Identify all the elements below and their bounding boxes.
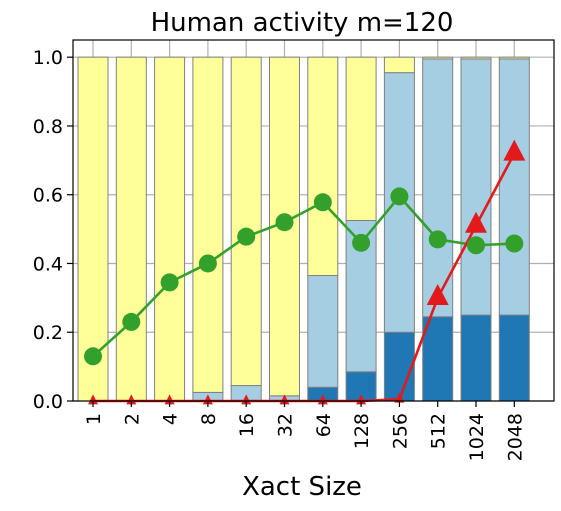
x-tick-label: 512 bbox=[428, 413, 450, 449]
point-triangle-1024 bbox=[465, 211, 487, 233]
x-tick-label: 64 bbox=[313, 413, 335, 437]
x-tick-label: 1 bbox=[83, 413, 105, 425]
y-tick-label: 1.0 bbox=[33, 47, 63, 69]
x-tick-label: 4 bbox=[160, 413, 182, 425]
point-triangle-2048 bbox=[503, 139, 526, 161]
point-circle-64 bbox=[313, 193, 332, 212]
bar-segment-1024-0 bbox=[460, 314, 492, 402]
x-tick-label: 256 bbox=[389, 413, 411, 449]
y-tick-label: 0.2 bbox=[33, 322, 63, 344]
bars bbox=[77, 56, 530, 402]
y-tick-label: 0.4 bbox=[33, 253, 63, 275]
lines bbox=[84, 139, 526, 405]
point-triangle-8 bbox=[202, 394, 213, 405]
plot-frame bbox=[72, 39, 555, 402]
x-axis: 1 2 4 8 16 32 64 128 256 512 1024 2048 bbox=[83, 401, 526, 461]
point-circle-256 bbox=[390, 187, 409, 206]
bar-segment-8-2 bbox=[192, 56, 224, 393]
bar-segment-2048-0 bbox=[498, 314, 530, 402]
point-triangle-16 bbox=[241, 394, 252, 405]
point-circle-2 bbox=[122, 312, 141, 331]
point-triangle-512 bbox=[426, 283, 449, 305]
bar-segment-512-1 bbox=[422, 58, 454, 318]
bar-segment-2048-1 bbox=[498, 58, 530, 316]
y-tick-label: 0.0 bbox=[33, 391, 63, 413]
bar-segment-4-2 bbox=[154, 56, 186, 402]
x-tick-label: 128 bbox=[351, 413, 373, 449]
x-tick-label: 2048 bbox=[504, 413, 526, 461]
point-circle-16 bbox=[237, 227, 256, 246]
bar-segment-512-2 bbox=[422, 56, 454, 60]
point-triangle-4 bbox=[164, 394, 175, 405]
point-circle-8 bbox=[198, 254, 217, 273]
x-tick-label: 8 bbox=[198, 413, 220, 425]
point-triangle-32 bbox=[279, 394, 290, 405]
bar-segment-128-2 bbox=[345, 56, 377, 221]
chart-title: Human activity m=120 bbox=[151, 8, 454, 38]
bar-segment-1-2 bbox=[77, 56, 109, 402]
point-circle-512 bbox=[428, 230, 447, 249]
bar-segment-1024-1 bbox=[460, 58, 492, 316]
x-tick-label: 16 bbox=[236, 413, 258, 437]
point-circle-2048 bbox=[505, 234, 524, 253]
point-triangle-64 bbox=[317, 394, 328, 405]
bar-segment-16-2 bbox=[230, 56, 262, 387]
x-tick-label: 1024 bbox=[466, 413, 488, 461]
bar-segment-2-2 bbox=[115, 56, 147, 402]
x-tick-label: 2 bbox=[121, 413, 143, 425]
point-circle-32 bbox=[275, 213, 294, 232]
y-tick-label: 0.6 bbox=[33, 185, 63, 207]
bar-segment-512-0 bbox=[422, 316, 454, 402]
bar-segment-2048-2 bbox=[498, 56, 530, 60]
bar-segment-64-1 bbox=[307, 275, 339, 388]
point-triangle-2 bbox=[126, 394, 137, 405]
point-circle-1 bbox=[84, 347, 102, 366]
point-triangle-1 bbox=[88, 394, 98, 405]
x-axis-label: Xact Size bbox=[242, 472, 362, 502]
bar-segment-256-2 bbox=[383, 56, 415, 74]
y-axis: 0.0 0.2 0.4 0.6 0.8 1.0 bbox=[33, 47, 73, 413]
bar-segment-64-2 bbox=[307, 56, 339, 277]
y-tick-label: 0.8 bbox=[33, 116, 63, 138]
point-circle-1024 bbox=[467, 236, 485, 255]
point-circle-128 bbox=[352, 233, 371, 252]
x-tick-label: 32 bbox=[275, 413, 297, 437]
point-triangle-256 bbox=[394, 392, 405, 403]
point-triangle-128 bbox=[356, 394, 367, 405]
bar-segment-256-0 bbox=[383, 331, 415, 402]
point-circle-4 bbox=[160, 273, 179, 292]
bar-segment-1024-2 bbox=[460, 56, 492, 60]
